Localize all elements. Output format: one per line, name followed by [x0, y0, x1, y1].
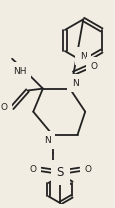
- Text: N: N: [43, 136, 50, 145]
- Text: NH: NH: [13, 67, 26, 76]
- Text: O: O: [90, 62, 96, 71]
- Text: S: S: [56, 166, 63, 179]
- Text: N: N: [79, 52, 86, 61]
- Text: O: O: [0, 103, 7, 112]
- Text: O: O: [29, 165, 36, 174]
- Text: N: N: [71, 79, 78, 88]
- Text: O: O: [83, 165, 91, 174]
